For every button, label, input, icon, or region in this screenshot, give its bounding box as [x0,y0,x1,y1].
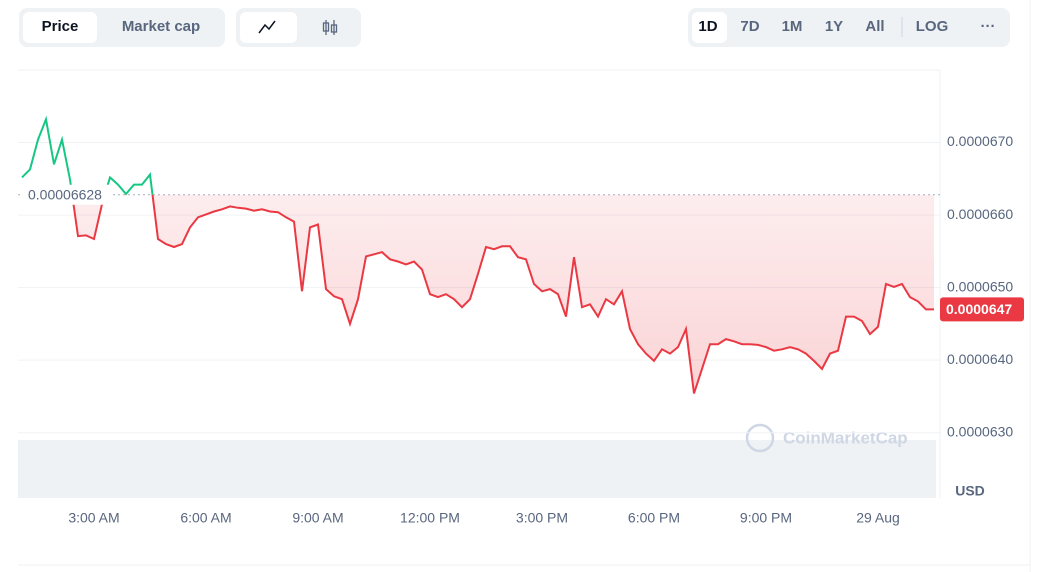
y-tick-label: 0.0000660 [947,206,1013,222]
area-below-baseline [22,194,934,394]
x-tick-label: 6:00 PM [628,510,680,526]
baseline-label: 0.00006628 [28,186,102,202]
watermark: CoinMarketCap [745,423,908,453]
more-button[interactable]: ··· [981,18,996,35]
x-tick-label: 9:00 AM [292,510,343,526]
range-button[interactable]: All [865,18,884,35]
tab-selected [23,12,97,43]
range-button[interactable]: 7D [740,18,759,35]
tab[interactable]: Price [42,18,79,35]
y-tick-label: 0.0000670 [947,133,1013,149]
range-button[interactable]: 1Y [825,18,843,35]
y-tick-label: 0.0000640 [947,351,1013,367]
y-axis-label: USD [955,483,985,499]
range-button[interactable]: LOG [916,18,949,35]
x-tick-label: 29 Aug [856,510,900,526]
x-tick-label: 12:00 PM [400,510,460,526]
range-group [688,8,1010,47]
x-tick-label: 3:00 AM [68,510,119,526]
range-button[interactable]: 1M [782,18,803,35]
current-price-label: 0.0000647 [946,301,1012,317]
line-icon [258,20,276,34]
watermark-text: CoinMarketCap [783,428,908,447]
x-tick-label: 6:00 AM [180,510,231,526]
range-selected [692,12,727,43]
range-button[interactable]: 1D [698,18,717,35]
price-line-below [71,194,934,394]
candle-icon[interactable] [322,20,338,35]
y-tick-label: 0.0000630 [947,423,1013,439]
y-tick-label: 0.0000650 [947,278,1013,294]
current-price-badge [940,297,1024,322]
x-tick-label: 3:00 PM [516,510,568,526]
x-tick-label: 9:00 PM [740,510,792,526]
baseline-label-bg [22,184,112,205]
volume-area [18,440,936,498]
tab[interactable]: Market cap [122,18,200,35]
